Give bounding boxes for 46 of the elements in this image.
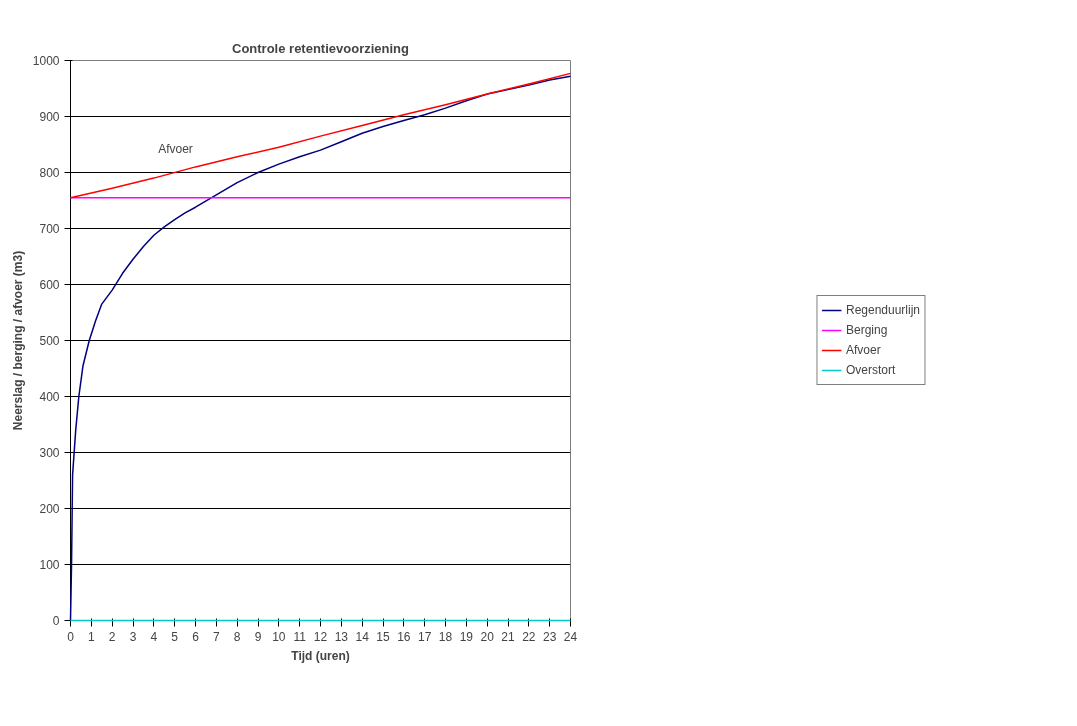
x-tick-label: 22 — [522, 629, 536, 644]
x-tick-label: 10 — [272, 629, 286, 644]
x-tick-label: 2 — [108, 629, 116, 644]
legend-label: Berging — [845, 323, 888, 337]
x-tick-label: 21 — [501, 629, 515, 644]
x-tick-label: 17 — [417, 629, 432, 644]
y-tick-label: 400 — [39, 390, 60, 404]
x-tick-label: 14 — [355, 629, 370, 644]
y-tick-label: 200 — [39, 502, 60, 516]
annotation: Afvoer — [158, 141, 193, 156]
x-tick-label: 5 — [171, 629, 179, 644]
x-tick-label: 11 — [293, 629, 307, 644]
y-tick-label: 900 — [39, 110, 60, 124]
x-tick-label: 6 — [192, 629, 200, 644]
line-series — [69, 72, 572, 199]
x-tick-label: 1 — [88, 629, 95, 644]
y-tick-label: 600 — [39, 278, 60, 292]
y-tick-label: 0 — [52, 614, 60, 628]
x-tick-label: 9 — [254, 629, 262, 644]
legend-label: Overstort — [845, 363, 896, 377]
y-tick-label: 500 — [39, 334, 60, 348]
legend-label: Afvoer — [845, 343, 881, 357]
x-tick-label: 24 — [563, 629, 578, 644]
x-tick-label: 4 — [150, 629, 158, 644]
x-tick-label: 20 — [480, 629, 495, 644]
y-axis-title: Neerslag / berging / afvoer (m3) — [10, 250, 25, 431]
chart-title: Controle retentievoorziening — [232, 40, 410, 56]
x-tick-label: 12 — [313, 629, 328, 644]
x-tick-label: 13 — [334, 629, 349, 644]
x-axis-title: Tijd (uren) — [291, 648, 350, 663]
y-tick-label: 100 — [39, 558, 60, 572]
x-tick-label: 7 — [213, 629, 220, 644]
x-tick-label: 15 — [376, 629, 390, 644]
x-tick-label: 8 — [233, 629, 241, 644]
x-tick-label: 16 — [397, 629, 411, 644]
legend-label: Regenduurlijn — [845, 303, 921, 317]
y-tick-label: 700 — [39, 222, 60, 236]
x-tick-label: 19 — [459, 629, 474, 644]
x-tick-label: 23 — [542, 629, 557, 644]
x-tick-label: 0 — [67, 629, 75, 644]
y-tick-label: 800 — [39, 166, 60, 180]
x-tick-label: 3 — [129, 629, 137, 644]
line-series — [69, 75, 572, 622]
y-tick-label: 1000 — [32, 54, 60, 68]
y-tick-label: 300 — [39, 446, 60, 460]
x-tick-label: 18 — [438, 629, 453, 644]
